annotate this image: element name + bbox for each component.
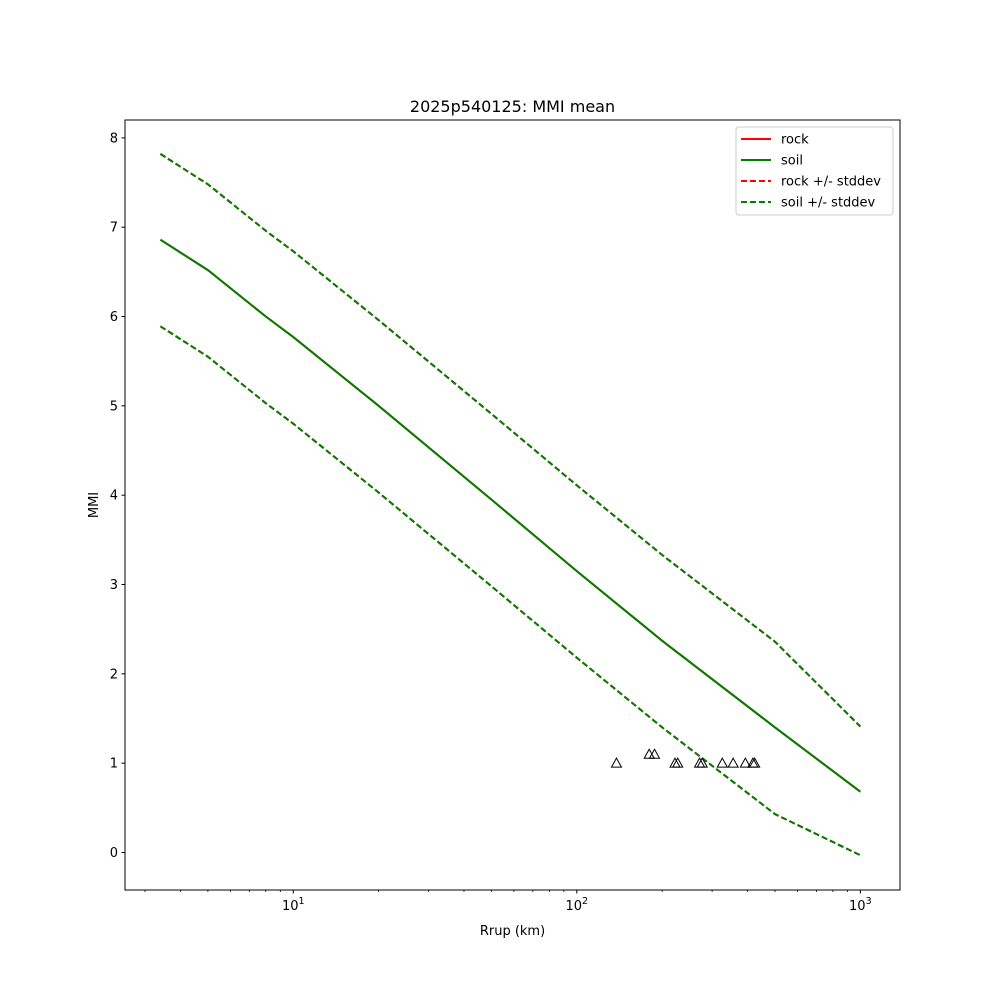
observation-point xyxy=(671,757,684,768)
series-upper-line-3 xyxy=(159,153,862,728)
observation-point xyxy=(727,757,740,768)
x-tick-label: 101 xyxy=(282,896,305,914)
y-tick-label: 1 xyxy=(110,757,118,772)
y-tick-label: 4 xyxy=(110,489,118,504)
observation-point xyxy=(748,757,761,768)
observation-point xyxy=(696,757,709,768)
observation-point xyxy=(716,757,729,768)
legend-label: rock +/- stddev xyxy=(781,175,881,190)
legend: rock soil rock +/- stddev soil +/- stddev xyxy=(735,126,894,216)
y-tick-label: 7 xyxy=(110,221,118,236)
x-tick-label: 103 xyxy=(849,896,872,914)
x-axis: 101 102 103 xyxy=(144,890,872,914)
observation-point xyxy=(648,748,661,759)
y-tick-label: 5 xyxy=(110,399,118,414)
series-upper-line-2 xyxy=(159,153,862,728)
axes-frame xyxy=(124,119,901,891)
y-tick-label: 2 xyxy=(110,667,118,682)
x-tick-label: 102 xyxy=(566,896,589,914)
observation-point xyxy=(610,757,623,768)
observation-point xyxy=(739,757,752,768)
series-lower-line-2 xyxy=(159,325,861,857)
y-tick-label: 3 xyxy=(110,578,118,593)
chart-title: 2025p540125: MMI mean xyxy=(410,97,615,116)
legend-frame xyxy=(735,126,894,216)
x-axis-label: Rrup (km) xyxy=(480,924,545,939)
y-tick-label: 6 xyxy=(110,310,118,325)
y-axis: 0 1 2 3 4 5 6 7 8 xyxy=(110,131,125,861)
y-tick-label: 8 xyxy=(110,131,118,146)
y-axis-label: MMI xyxy=(87,492,102,518)
plot-area xyxy=(159,153,862,857)
series-line-1 xyxy=(159,238,861,793)
y-tick-label: 0 xyxy=(110,846,118,861)
legend-label: rock xyxy=(781,133,809,148)
legend-label: soil +/- stddev xyxy=(781,196,876,211)
legend-label: soil xyxy=(781,154,803,169)
observation-point xyxy=(643,748,656,759)
series-lower-line-3 xyxy=(159,325,861,857)
